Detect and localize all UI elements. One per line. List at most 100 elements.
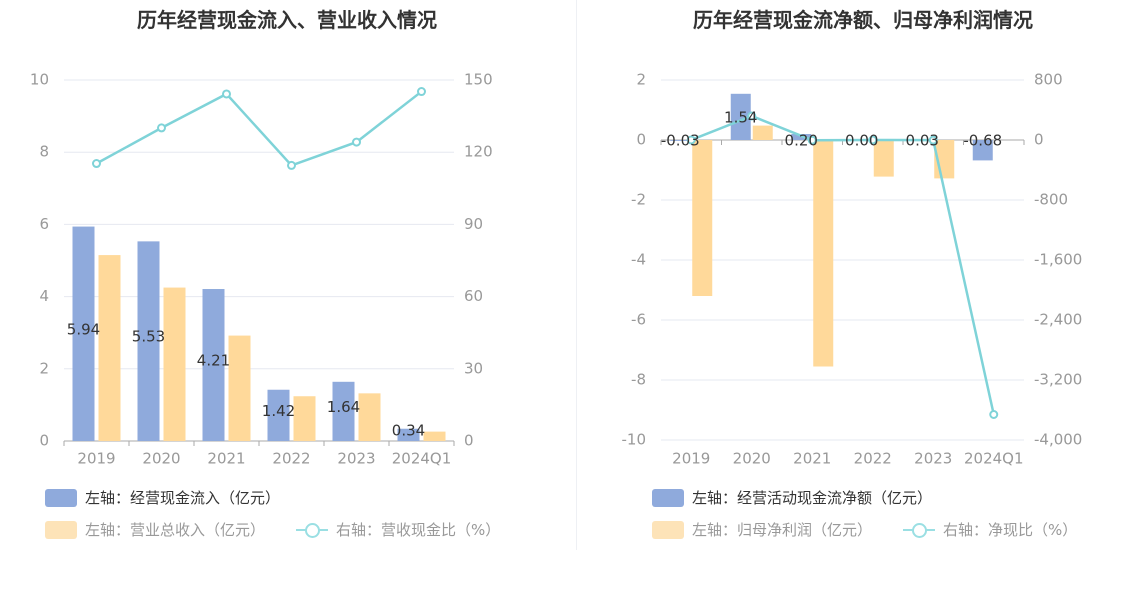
right-axis-tick-label: 90 xyxy=(464,215,483,233)
left-chart-title: 历年经营现金流入、营业收入情况 xyxy=(137,8,437,32)
bar-primary xyxy=(332,381,355,441)
line-series-point xyxy=(928,135,938,145)
bar-primary xyxy=(730,93,751,140)
line-series-point xyxy=(287,160,296,170)
legend-label: 右轴：净现比（%） xyxy=(943,521,1078,539)
left-chart-svg: 0 0 2 30 4 60 6 90 8 120 10 150 2019 2020 2021 2022 2023… xyxy=(30,71,493,468)
bar-secondary xyxy=(228,335,251,441)
x-axis-category-label: 2019 xyxy=(672,450,710,468)
left-axis-tick-label: 10 xyxy=(30,71,49,89)
right-axis-tick-label: 800 xyxy=(1034,71,1063,89)
line-series-point xyxy=(417,87,426,97)
legend-label: 左轴：经营活动现金流净额（亿元） xyxy=(692,489,933,507)
right-legend-item-profit[interactable]: 左轴：归母净利润（亿元） xyxy=(652,519,872,540)
legend-swatch xyxy=(652,488,684,507)
bar-primary xyxy=(72,226,95,441)
bar-data-label: 0.34 xyxy=(392,421,425,439)
x-axis-category-label: 2020 xyxy=(733,450,771,468)
left-axis-tick-label: -6 xyxy=(631,311,646,329)
x-axis-category-label: 2024Q1 xyxy=(964,450,1024,468)
bar-primary xyxy=(137,241,160,441)
line-series-path xyxy=(95,90,423,167)
bar-data-label: 0.00 xyxy=(845,132,878,150)
x-axis-category-label: 2023 xyxy=(337,450,375,468)
x-axis-category-label: 2024Q1 xyxy=(392,450,452,468)
right-axis-tick-label: 0 xyxy=(1034,131,1044,149)
line-series-point xyxy=(868,135,878,145)
right-legend-item-ratio[interactable]: 右轴：净现比（%） xyxy=(903,519,1077,540)
right-axis-tick-label: -4,000 xyxy=(1034,431,1082,449)
line-series-point xyxy=(686,135,696,145)
bar-primary xyxy=(267,389,290,441)
bar-primary xyxy=(397,428,420,441)
right-axis-tick-label: -3,200 xyxy=(1034,371,1082,389)
right-chart-title: 历年经营现金流净额、归母净利润情况 xyxy=(693,8,1033,32)
x-axis-category-label: 2021 xyxy=(207,450,245,468)
bar-secondary xyxy=(98,255,121,441)
left-legend-item-inflow[interactable]: 左轴：经营现金流入（亿元） xyxy=(45,487,280,508)
bar-secondary xyxy=(873,140,894,177)
line-series-point xyxy=(747,111,757,121)
left-axis-tick-label: 4 xyxy=(39,287,49,305)
legend-label: 左轴：经营现金流入（亿元） xyxy=(85,489,281,507)
bar-data-label: 1.54 xyxy=(724,108,757,126)
bar-data-label: 5.94 xyxy=(67,320,100,338)
left-axis-tick-label: 0 xyxy=(39,432,49,450)
right-chart-svg: -10 -4,000 -8 -3,200 -6 -2,400 -4 -1,600 -2 -800 0… xyxy=(622,71,1083,468)
bar-secondary xyxy=(813,140,834,367)
left-axis-tick-label: -8 xyxy=(631,371,646,389)
left-axis-tick-label: 0 xyxy=(636,131,646,149)
legend-swatch xyxy=(45,520,77,539)
x-axis-category-label: 2022 xyxy=(854,450,892,468)
line-series-path xyxy=(690,114,995,415)
left-axis-tick-label: -10 xyxy=(622,431,647,449)
bar-secondary xyxy=(423,431,446,441)
right-axis-tick-label: 30 xyxy=(464,359,483,377)
left-axis-tick-label: 2 xyxy=(39,359,49,377)
right-axis-tick-label: -1,600 xyxy=(1034,251,1082,269)
bar-data-label: 1.64 xyxy=(327,398,360,416)
bar-data-label: 5.53 xyxy=(132,328,165,346)
x-axis-category-label: 2019 xyxy=(77,450,115,468)
left-legend-item-revenue[interactable]: 左轴：营业总收入（亿元） xyxy=(45,519,265,540)
x-axis-category-label: 2023 xyxy=(914,450,952,468)
left-axis-tick-label: 2 xyxy=(636,71,646,89)
line-series-point xyxy=(92,159,101,169)
legend-line-swatch xyxy=(903,521,935,539)
bar-secondary xyxy=(293,396,316,441)
line-series-point xyxy=(807,135,817,145)
left-legend-item-ratio[interactable]: 右轴：营收现金比（%） xyxy=(296,519,500,540)
legend-label: 左轴：归母净利润（亿元） xyxy=(692,521,873,539)
line-series-point xyxy=(989,410,999,419)
legend-label: 左轴：营业总收入（亿元） xyxy=(85,521,266,539)
bar-primary xyxy=(670,140,691,141)
right-legend-item-netflow[interactable]: 左轴：经营活动现金流净额（亿元） xyxy=(652,487,932,508)
right-chart-panel: 历年经营现金流净额、归母净利润情况 -10 -4,000 -8 -3,200 -6 -2,… xyxy=(578,0,1148,589)
bar-data-label: 1.42 xyxy=(262,402,295,420)
x-axis-category-label: 2020 xyxy=(142,450,180,468)
bar-secondary xyxy=(163,287,186,441)
bar-data-label: 4.21 xyxy=(197,352,230,370)
left-axis-tick-label: -2 xyxy=(631,191,646,209)
right-axis-tick-label: -800 xyxy=(1034,191,1068,209)
right-axis-tick-label: 120 xyxy=(464,143,493,161)
left-axis-tick-label: -4 xyxy=(631,251,646,269)
right-axis-tick-label: 150 xyxy=(464,71,493,89)
bar-secondary xyxy=(358,393,381,441)
bar-data-label: -0.68 xyxy=(963,132,1002,150)
bar-data-label: 0.03 xyxy=(906,132,939,150)
legend-swatch xyxy=(652,520,684,539)
x-axis-category-label: 2022 xyxy=(272,450,310,468)
line-series-point xyxy=(157,123,166,133)
right-axis-tick-label: 0 xyxy=(464,432,474,450)
bar-secondary xyxy=(692,140,713,296)
bar-secondary xyxy=(752,125,773,140)
right-axis-tick-label: -2,400 xyxy=(1034,311,1082,329)
left-axis-tick-label: 6 xyxy=(39,215,49,233)
legend-label: 右轴：营收现金比（%） xyxy=(336,521,501,539)
line-series-point xyxy=(352,137,361,147)
left-axis-tick-label: 8 xyxy=(39,143,49,161)
left-chart-panel: 历年经营现金流入、营业收入情况 0 0 2 30 4 60 6 90 8 120 10 150 2019… xyxy=(30,8,500,540)
bar-primary xyxy=(202,289,225,441)
right-axis-tick-label: 60 xyxy=(464,287,483,305)
